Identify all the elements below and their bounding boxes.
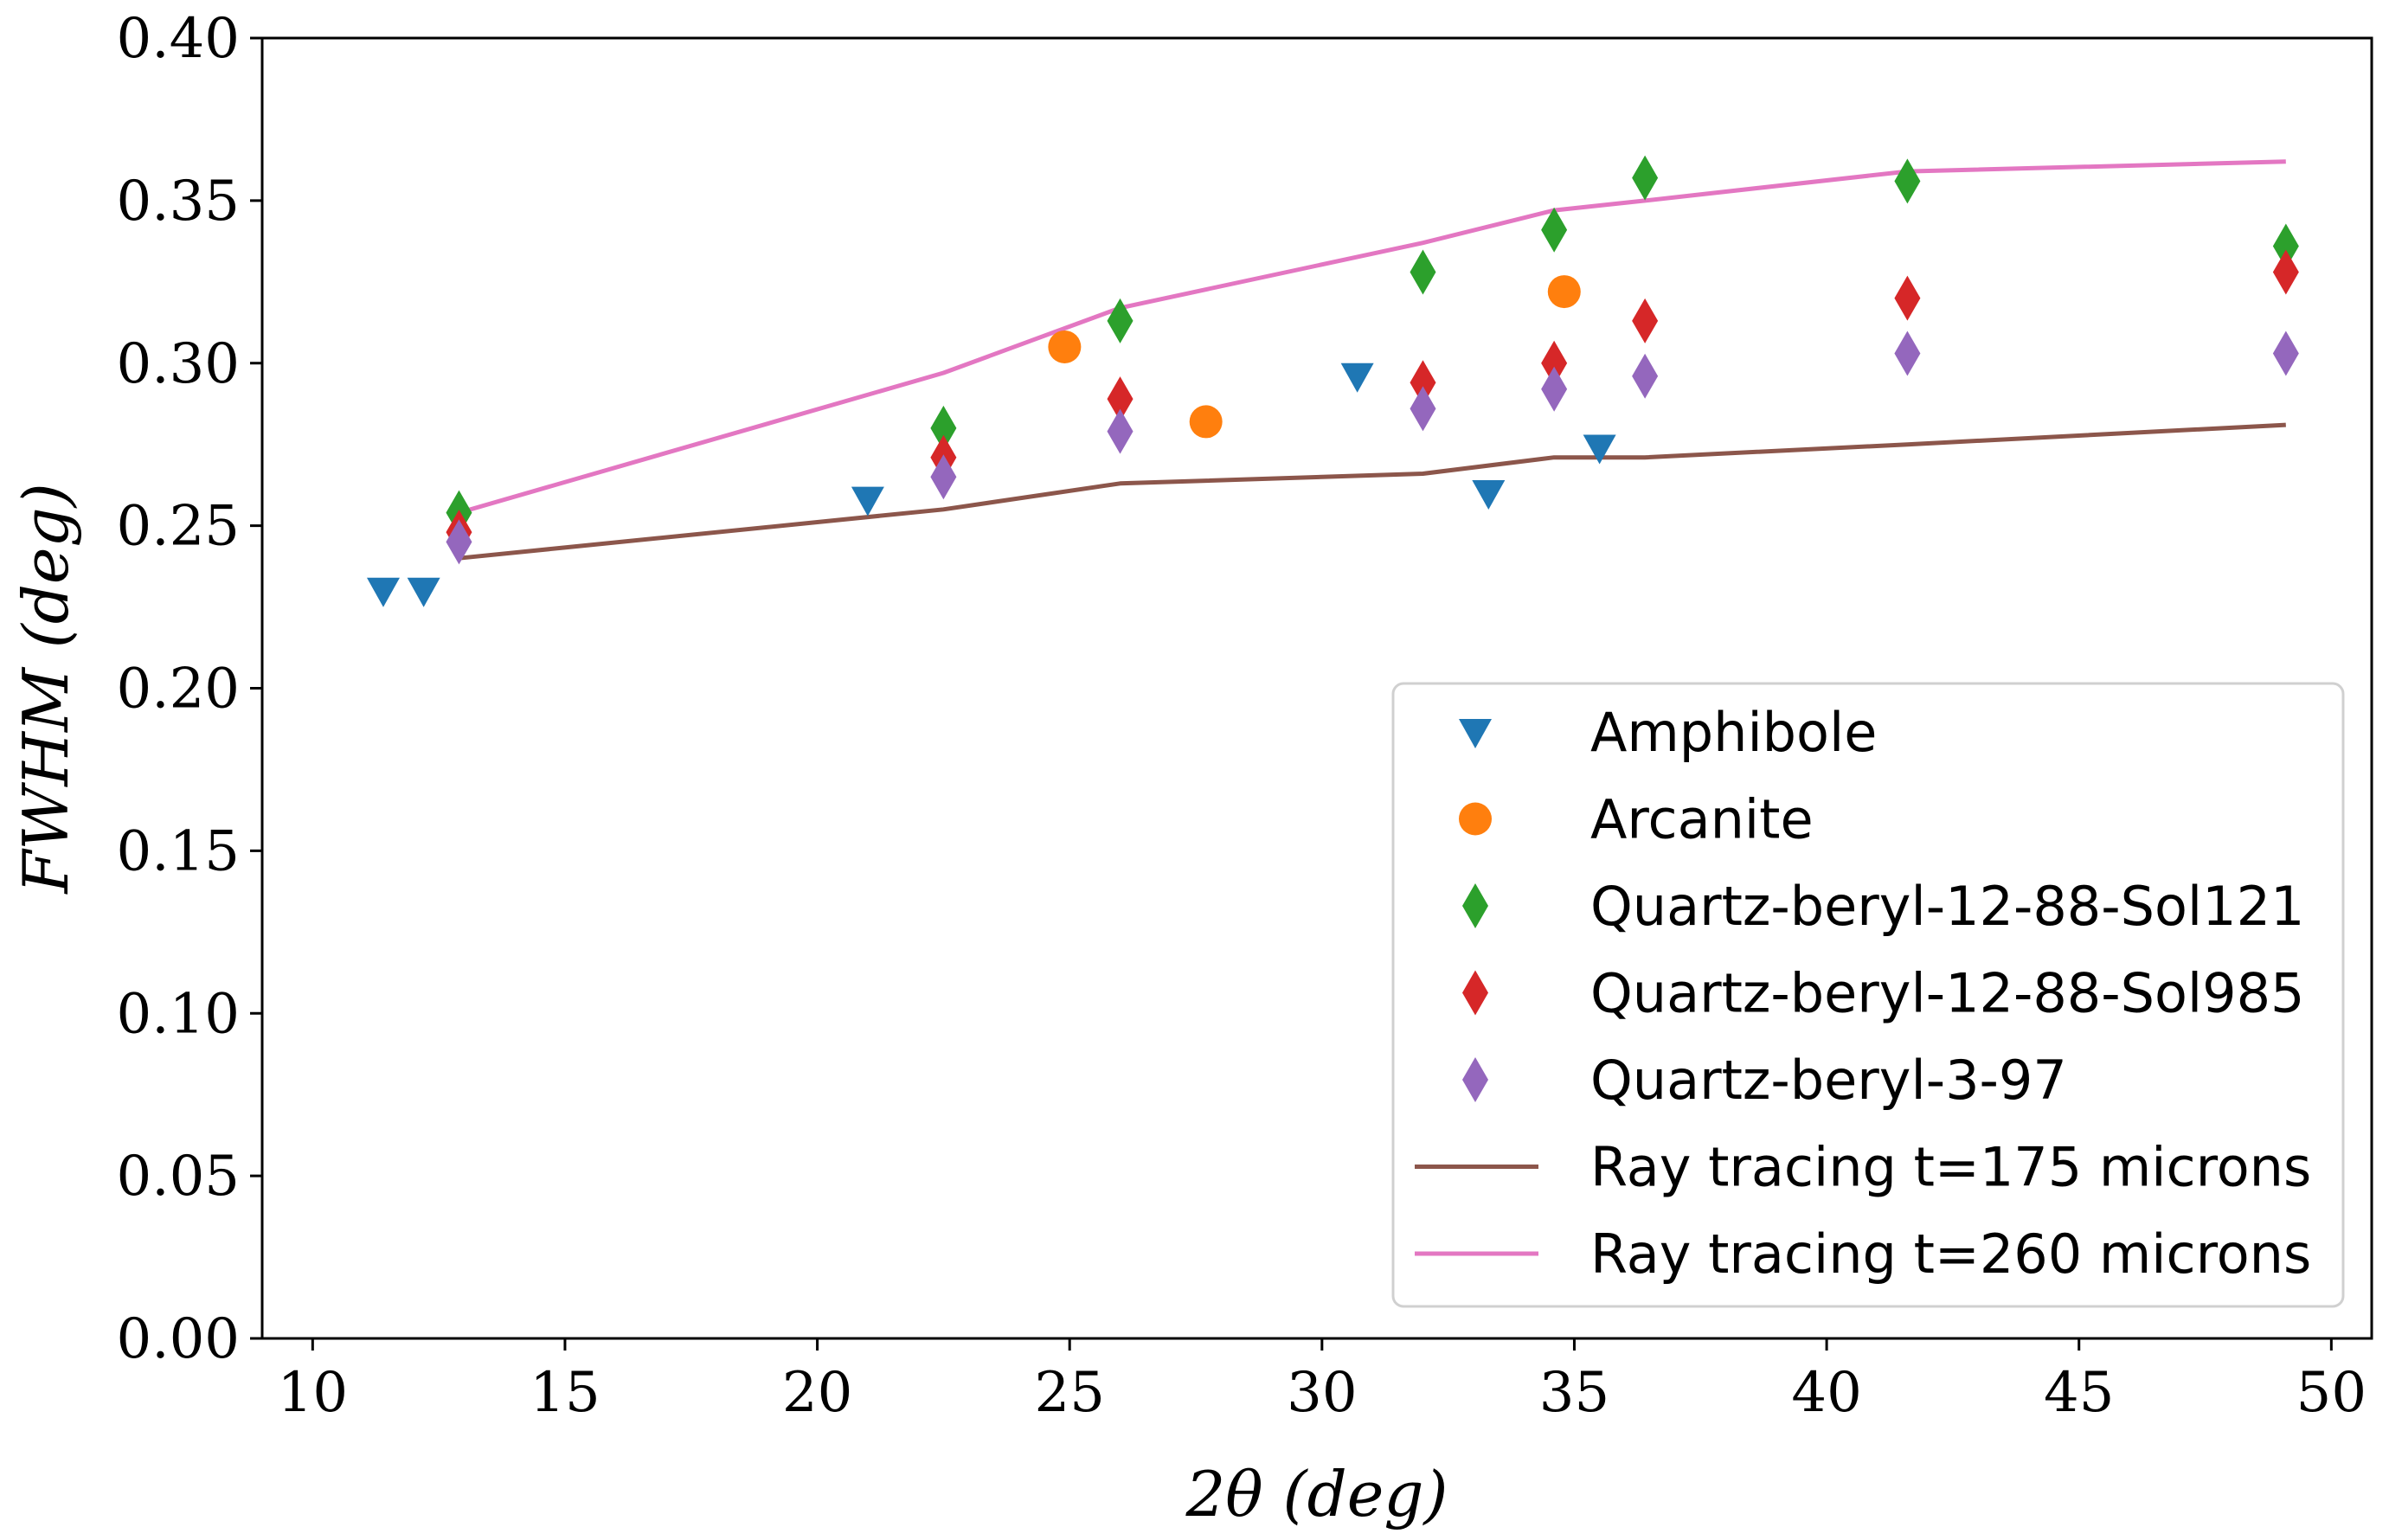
y-tick-label-4: 0.20 <box>117 658 241 722</box>
legend-swatch-2 <box>1462 883 1488 928</box>
x-tick-label-6: 40 <box>1791 1361 1861 1425</box>
y-axis-label: FWHM (deg) <box>10 483 82 895</box>
y-tick-label-2: 0.10 <box>117 982 241 1046</box>
data-point-s1-2 <box>1547 275 1581 309</box>
legend: Amphibole Arcanite Quartz-beryl-12-88-Sol1… <box>1391 682 2345 1308</box>
data-point-s4-5 <box>1632 353 1659 399</box>
series-line-6 <box>458 159 2286 516</box>
data-point-s4-6 <box>1894 330 1921 376</box>
data-point-s2-3 <box>1410 249 1436 295</box>
series-line-5 <box>459 422 2286 561</box>
legend-label-4: Quartz-beryl-3-97 <box>1590 1049 2067 1112</box>
data-point-s0-2 <box>851 486 884 517</box>
legend-swatch-4 <box>1462 1057 1488 1102</box>
legend-swatch-3 <box>1462 970 1488 1016</box>
data-point-s4-7 <box>2272 330 2299 376</box>
data-point-s0-0 <box>366 577 400 607</box>
y-tick-label-0: 0.00 <box>117 1307 241 1371</box>
data-point-s0-3 <box>1340 363 1374 393</box>
legend-label-2: Quartz-beryl-12-88-Sol121 <box>1590 875 2304 938</box>
data-point-s3-4 <box>1541 340 1568 386</box>
data-point-s0-1 <box>407 577 440 607</box>
data-point-s0-4 <box>1472 480 1506 510</box>
x-tick-label-8: 50 <box>2296 1361 2367 1425</box>
data-point-s4-1 <box>930 454 957 500</box>
data-point-s2-2 <box>1107 298 1133 343</box>
data-point-s1-1 <box>1189 405 1223 439</box>
data-point-s3-7 <box>2272 249 2299 295</box>
x-tick-label-0: 10 <box>278 1361 348 1425</box>
data-point-s4-2 <box>1107 408 1133 454</box>
y-tick-label-7: 0.35 <box>117 170 241 234</box>
axes: 0.00 0.05 0.10 0.15 0.20 0.25 0.30 0.35 0.40 10 15… <box>10 7 2373 1530</box>
plot-area <box>366 155 2299 607</box>
x-tick-label-5: 35 <box>1539 1361 1609 1425</box>
data-point-s3-6 <box>1894 275 1921 321</box>
y-tick-label-5: 0.25 <box>117 495 241 559</box>
x-axis-label: 2θ (deg) <box>1185 1458 1448 1530</box>
legend-box <box>1391 682 2345 1308</box>
data-point-s3-3 <box>1410 360 1436 406</box>
data-point-s2-6 <box>1894 158 1921 204</box>
x-tick-label-4: 30 <box>1287 1361 1357 1425</box>
y-tick-label-1: 0.05 <box>117 1145 241 1209</box>
y-tick-label-3: 0.15 <box>117 819 241 883</box>
y-tick-label-8: 0.40 <box>117 7 241 71</box>
legend-label-3: Quartz-beryl-12-88-Sol985 <box>1590 962 2304 1025</box>
data-point-s3-2 <box>1107 376 1133 422</box>
legend-label-6: Ray tracing t=260 microns <box>1590 1222 2311 1286</box>
x-tick-label-2: 20 <box>782 1361 852 1425</box>
x-tick-label-1: 15 <box>530 1361 600 1425</box>
legend-label-1: Arcanite <box>1590 788 1814 851</box>
legend-swatch-1 <box>1459 802 1492 836</box>
x-tick-label-7: 45 <box>2044 1361 2114 1425</box>
data-point-s3-5 <box>1632 298 1659 343</box>
data-point-s2-4 <box>1541 207 1568 253</box>
y-tick-label-6: 0.30 <box>117 332 241 396</box>
x-tick-label-3: 25 <box>1034 1361 1104 1425</box>
data-point-s0-5 <box>1583 434 1616 465</box>
legend-swatch-0 <box>1459 719 1492 748</box>
legend-label-5: Ray tracing t=175 microns <box>1590 1136 2311 1199</box>
data-point-s4-0 <box>446 519 472 565</box>
data-point-s2-7 <box>2272 223 2299 269</box>
data-point-s4-4 <box>1541 366 1568 412</box>
data-point-s2-5 <box>1632 155 1659 201</box>
legend-label-0: Amphibole <box>1590 701 1877 764</box>
data-point-s2-1 <box>930 405 957 451</box>
data-point-s1-0 <box>1048 330 1082 363</box>
data-point-s4-3 <box>1410 386 1436 432</box>
